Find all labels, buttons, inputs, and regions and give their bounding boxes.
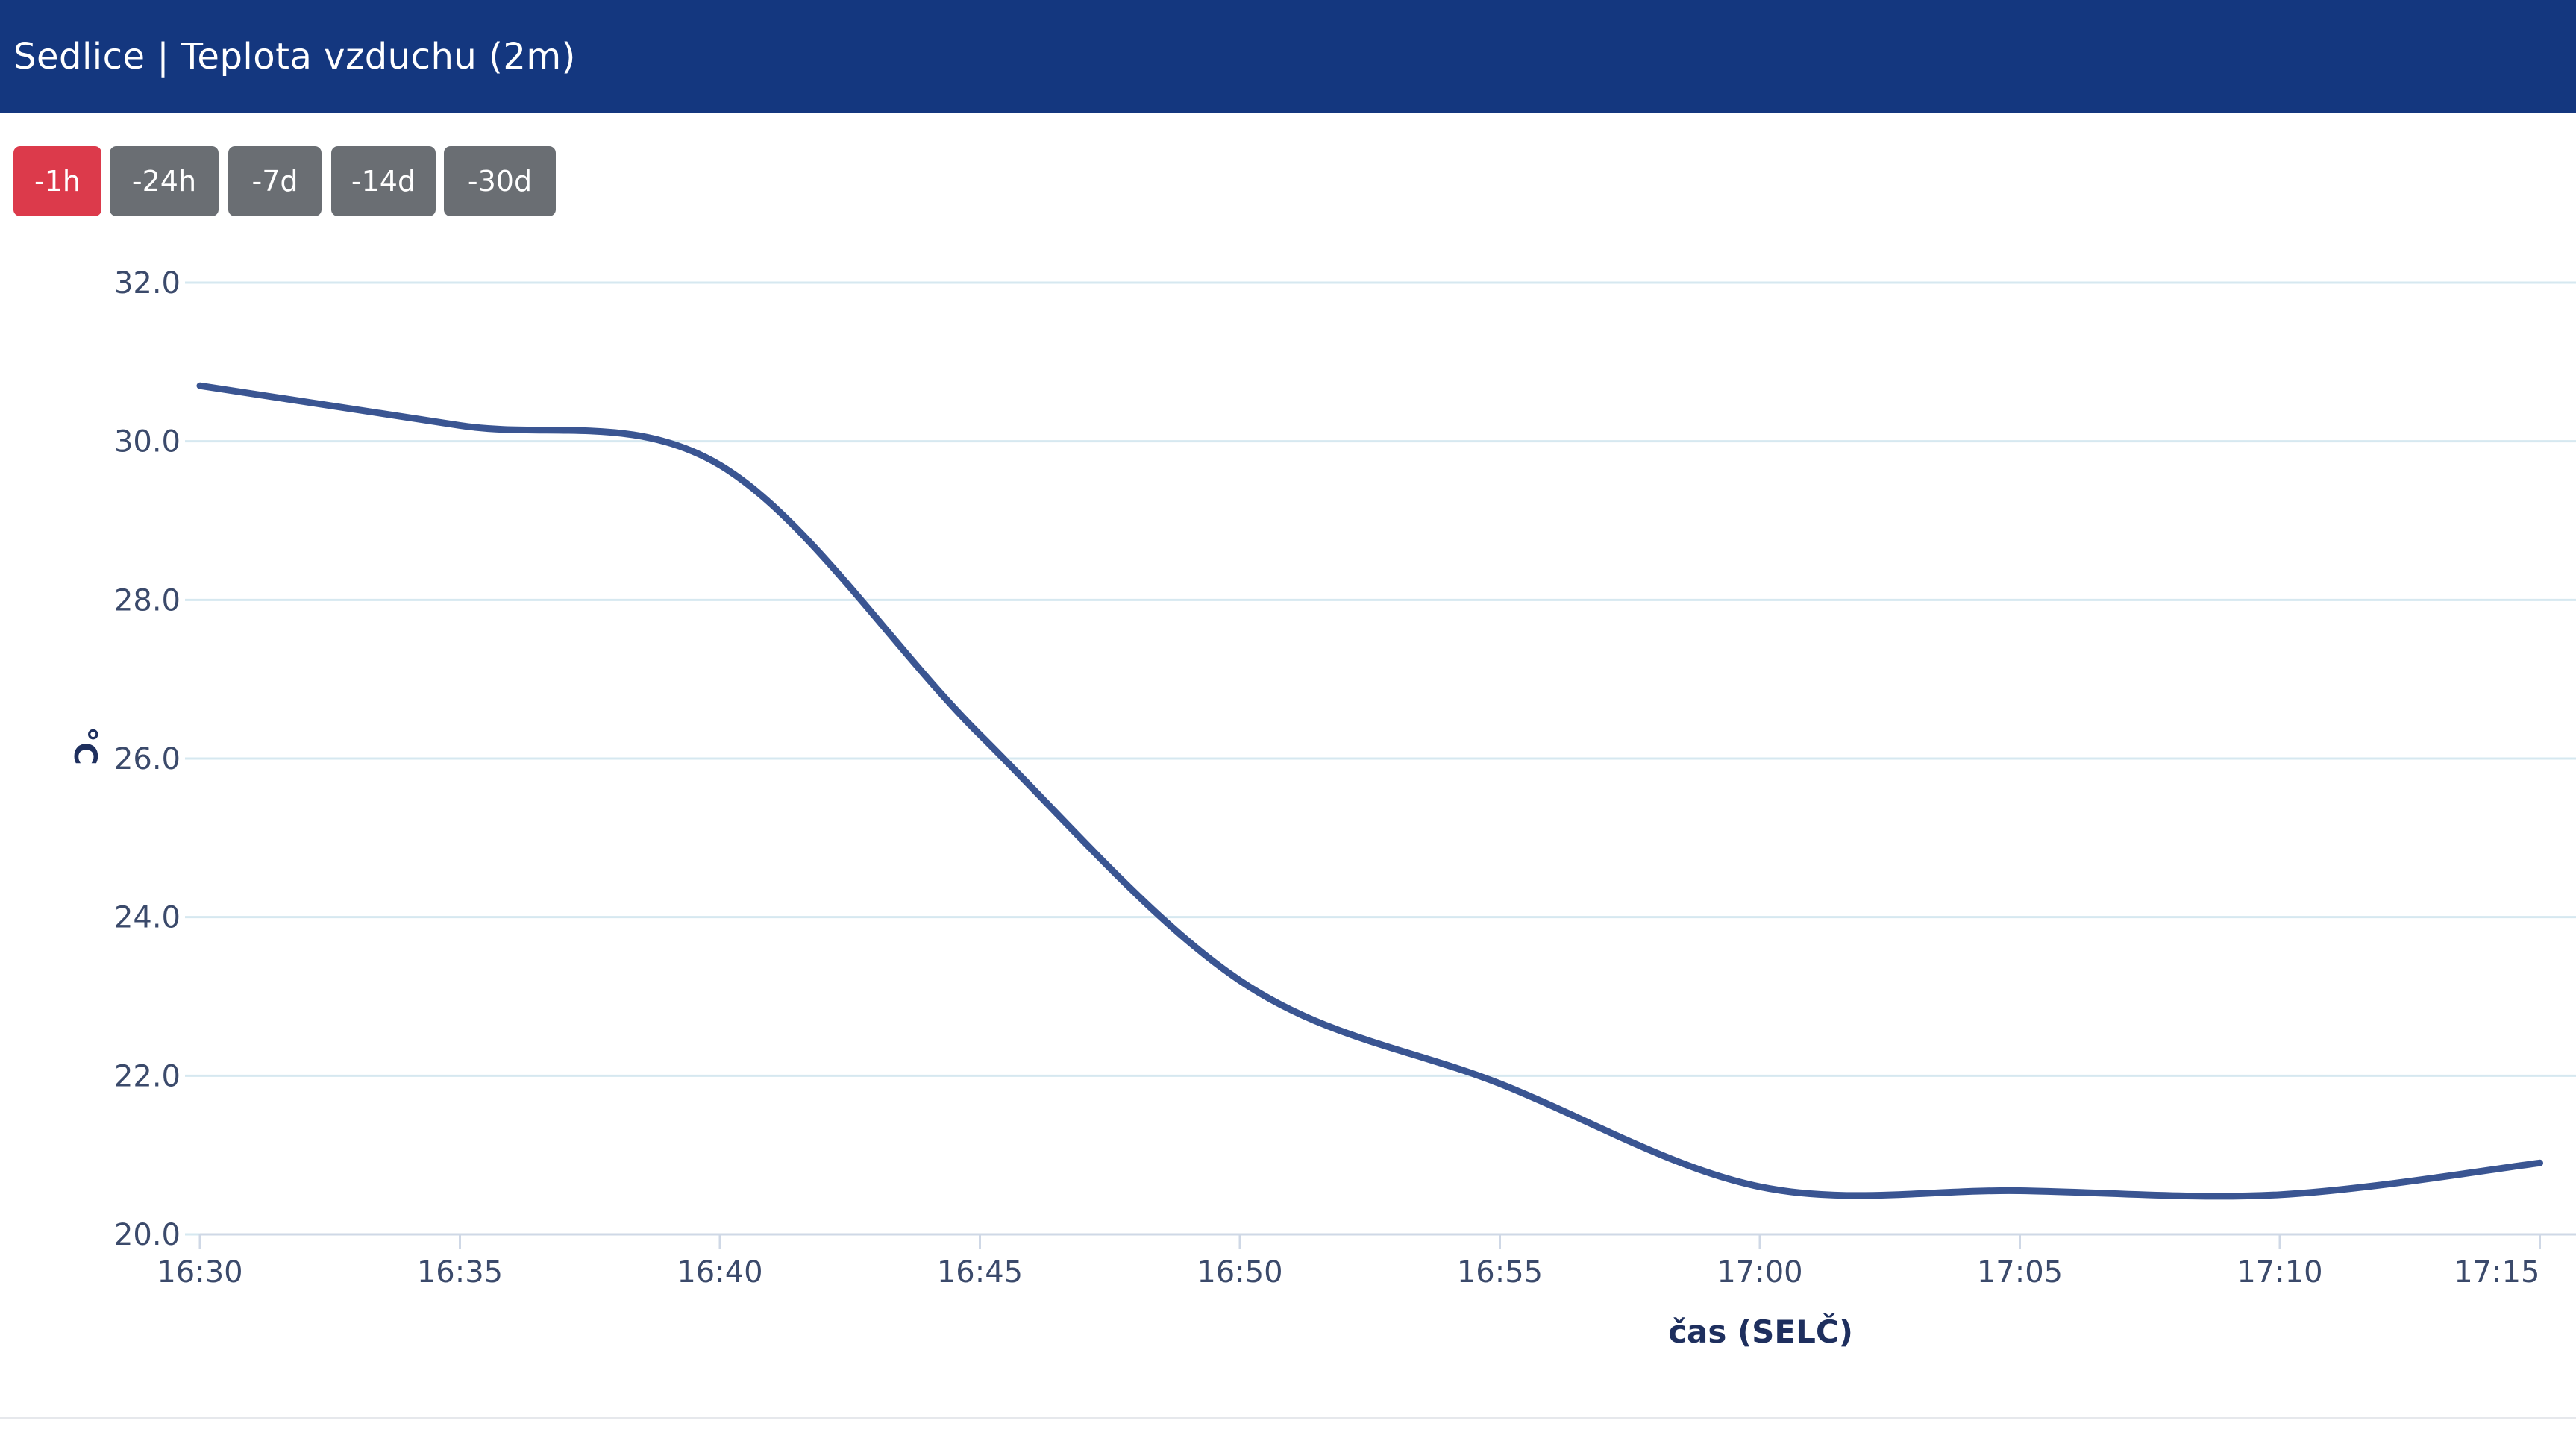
x-tick-label: 16:55 — [1457, 1255, 1543, 1290]
tick-labels: 20.0 22.0 24.0 26.0 28.0 30.0 32.0 16:30 16:35 16… — [114, 266, 2540, 1290]
y-tick-label: 26.0 — [114, 742, 181, 776]
series-line-0 — [196, 382, 2543, 1200]
x-tick-label: 16:50 — [1197, 1255, 1282, 1290]
x-tick-label: 16:40 — [677, 1255, 762, 1290]
x-tick-label: 17:15 — [2454, 1255, 2539, 1290]
y-axis-title: °C — [67, 726, 104, 765]
x-tick-label: 16:35 — [417, 1255, 503, 1290]
x-tick-label: 16:45 — [937, 1255, 1023, 1290]
range-button-7d[interactable]: -7d — [228, 146, 322, 216]
x-axis-title: čas (SELČ) — [1668, 1313, 1853, 1350]
range-button-1h[interactable]: -1h — [13, 146, 101, 216]
range-button-30d[interactable]: -30d — [444, 146, 556, 216]
y-tick-label: 30.0 — [114, 425, 181, 459]
range-button-14d[interactable]: -14d — [331, 146, 436, 216]
y-tick-label: 24.0 — [114, 901, 181, 935]
x-tick-label: 17:05 — [1977, 1255, 2063, 1290]
gridlines — [200, 281, 2576, 1077]
page-title: Sedlice | Teplota vzduchu (2m) — [13, 36, 576, 78]
bottom-divider — [0, 1417, 2576, 1419]
y-tick-label: 28.0 — [114, 583, 181, 618]
page-header: Sedlice | Teplota vzduchu (2m) — [0, 0, 2576, 113]
axes — [185, 281, 2576, 1249]
y-tick-label: 20.0 — [114, 1218, 181, 1252]
range-button-24h[interactable]: -24h — [110, 146, 219, 216]
x-tick-label: 17:00 — [1717, 1255, 1802, 1290]
series — [196, 382, 2543, 1200]
y-tick-label: 32.0 — [114, 266, 181, 301]
x-tick-label: 16:30 — [157, 1255, 242, 1290]
y-tick-label: 22.0 — [114, 1059, 181, 1093]
x-tick-label: 17:10 — [2237, 1255, 2322, 1290]
